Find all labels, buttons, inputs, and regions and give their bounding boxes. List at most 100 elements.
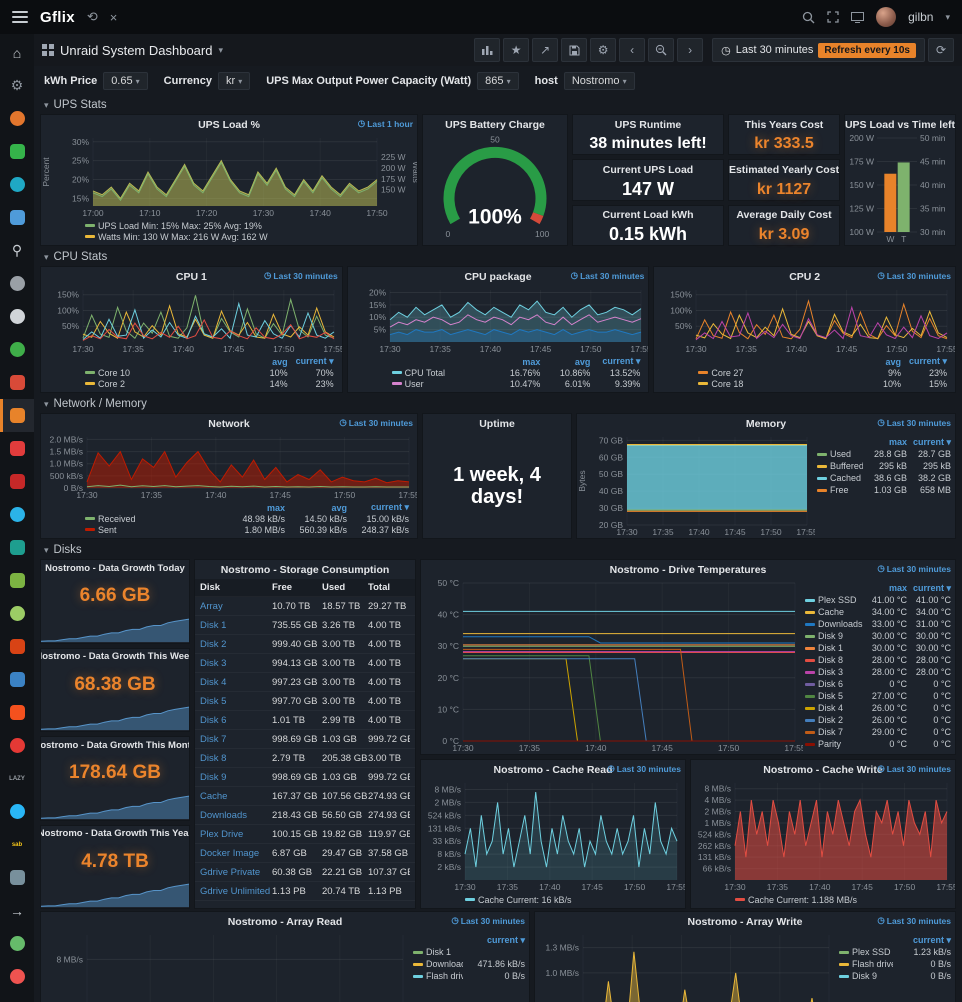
cpu1-legend[interactable]: avg current ▾ Core 10 10% 70% Core 2 14% 23% xyxy=(41,355,342,392)
sidebar-app-04-icon[interactable] xyxy=(0,201,34,234)
time-tag[interactable]: ◷ Last 30 minutes xyxy=(877,915,951,926)
add-panel-button[interactable] xyxy=(474,38,501,62)
fullscreen-icon[interactable] xyxy=(827,11,839,23)
memory-legend[interactable]: max current ▾ Used 28.8 GB 28.7 GB Buffered 29… xyxy=(815,433,955,538)
array-write-legend[interactable]: current ▾ Plex SSD 1.23 kB/s Flash drive 0 B… xyxy=(837,931,955,1002)
variable-value-dropdown[interactable]: 865 ▾ xyxy=(477,72,519,90)
network-chart[interactable]: 0 B/s 500 kB/s 1.0 MB/s 1.5 MB/s 2.0 MB/s 17:… xyxy=(41,433,417,501)
storage-row[interactable]: Disk 8 2.79 TB 205.38 GB 3.00 TB xyxy=(195,749,415,768)
variable-value-dropdown[interactable]: kr ▾ xyxy=(217,72,251,90)
sidebar-app-01-icon[interactable] xyxy=(0,102,34,135)
drive-temps-chart[interactable]: 0 °C 10 °C 20 °C 30 °C 40 °C 50 °C 17:30 17:35 1… xyxy=(421,579,803,754)
panel-title[interactable]: UPS Load % ◷ Last 1 hour xyxy=(198,118,413,131)
storage-row[interactable]: Docker Image 6.87 GB 29.47 GB 37.58 GB xyxy=(195,844,415,863)
history-icon[interactable]: ⟲ xyxy=(86,9,98,24)
app-logo[interactable]: Gflix xyxy=(40,8,75,26)
refresh-button[interactable]: ⟳ xyxy=(928,38,954,62)
menu-icon[interactable] xyxy=(12,11,28,23)
storage-row[interactable]: Plex Drive 100.15 GB 19.82 GB 119.97 GB xyxy=(195,825,415,844)
variable-value-dropdown[interactable]: 0.65 ▾ xyxy=(103,72,148,90)
storage-row[interactable]: Disk 9 998.69 GB 1.03 GB 999.72 GB xyxy=(195,768,415,787)
cache-write-chart[interactable]: 66 kB/s 131 kB/s 262 kB/s 524 kB/s 1 MB/s 2 M… xyxy=(691,779,955,893)
sidebar-app-15-icon[interactable] xyxy=(0,597,34,630)
sidebar-search-icon[interactable]: ⚲ xyxy=(11,242,23,258)
time-tag[interactable]: ◷ Last 30 minutes xyxy=(877,763,951,774)
sidebar-app-22-icon[interactable] xyxy=(0,927,34,960)
storage-row[interactable]: Downloads 218.43 GB 56.50 GB 274.93 GB xyxy=(195,806,415,825)
sidebar-app-12-icon[interactable] xyxy=(0,498,34,531)
cache-read-chart[interactable]: 2 kB/s 8 kB/s 33 kB/s 131 kB/s 524 kB/s 2 MB/… xyxy=(421,779,685,893)
row-disks[interactable]: ▾ Disks xyxy=(34,541,962,559)
sidebar-app-20-icon[interactable] xyxy=(0,795,34,828)
storage-row[interactable]: Array 10.70 TB 18.57 TB 29.27 TB xyxy=(195,597,415,616)
sidebar-app-10-icon[interactable] xyxy=(0,432,34,465)
time-tag[interactable]: ◷ Last 30 minutes xyxy=(339,417,413,428)
sidebar-app-sab-icon[interactable]: sab xyxy=(11,841,23,848)
array-write-chart[interactable]: 1.0 MB/s1.3 MB/s17:3017:3517:4017:4517:5… xyxy=(535,931,837,1002)
storage-row[interactable]: Disk 6 1.01 TB 2.99 TB 4.00 TB xyxy=(195,711,415,730)
memory-chart[interactable]: 20 GB 30 GB 40 GB 50 GB 60 GB 70 GB 17:30 17:35… xyxy=(577,433,815,538)
variable-value-dropdown[interactable]: Nostromo ▾ xyxy=(563,72,635,90)
ups-load-chart[interactable]: 15% 20% 25% 30% 150 W 175 W 200 W 225 W 17:00 17:… xyxy=(41,134,417,219)
time-tag[interactable]: ◷ Last 30 minutes xyxy=(877,270,952,281)
time-tag[interactable]: ◷ Last 30 minutes xyxy=(451,915,525,926)
avatar[interactable] xyxy=(876,7,897,27)
settings-button[interactable]: ⚙ xyxy=(590,38,617,62)
sidebar-app-05-icon[interactable] xyxy=(0,267,34,300)
time-tag[interactable]: ◷ Last 30 minutes xyxy=(877,563,951,574)
sidebar-app-23-icon[interactable] xyxy=(0,960,34,993)
storage-row[interactable]: Disk 2 999.40 GB 3.00 TB 4.00 TB xyxy=(195,635,415,654)
dashboard-picker-icon[interactable] xyxy=(42,44,54,56)
dashboard-title[interactable]: Unraid System Dashboard xyxy=(60,42,213,58)
sidebar-app-09-icon[interactable] xyxy=(0,399,34,432)
username[interactable]: gilbn xyxy=(908,10,934,24)
sidebar-app-02-icon[interactable] xyxy=(0,135,34,168)
sidebar-app-14-icon[interactable] xyxy=(0,564,34,597)
storage-row[interactable]: Disk 4 997.23 GB 3.00 TB 4.00 TB xyxy=(195,673,415,692)
sidebar-app-13-icon[interactable] xyxy=(0,531,34,564)
sidebar-app-06-icon[interactable] xyxy=(0,300,34,333)
row-cpu-stats[interactable]: ▾ CPU Stats xyxy=(34,248,962,266)
storage-row[interactable]: Disk 7 998.69 GB 1.03 GB 999.72 GB xyxy=(195,730,415,749)
zoom-out-button[interactable] xyxy=(648,38,675,62)
storage-row[interactable]: Gdrive Private 60.38 GB 22.21 GB 107.37 GB xyxy=(195,863,415,882)
sidebar-app-07-icon[interactable] xyxy=(0,333,34,366)
array-read-legend[interactable]: current ▾Disk 1Downloads471.86 kB/sFlash… xyxy=(411,931,529,1002)
cpu1-chart[interactable]: 50% 100% 150% 17:30 17:35 17:40 17:45 17:50 17:5… xyxy=(41,286,341,355)
tv-mode-icon[interactable] xyxy=(851,11,865,23)
sidebar-app-16-icon[interactable] xyxy=(0,630,34,663)
share-button[interactable]: ↗ xyxy=(532,38,559,62)
cpu-package-chart[interactable]: 5% 10% 15% 20% 17:30 17:35 17:40 17:45 17:50 17:5… xyxy=(348,286,649,355)
storage-row[interactable]: Disk 5 997.70 GB 3.00 TB 4.00 TB xyxy=(195,692,415,711)
sidebar-app-18-icon[interactable] xyxy=(0,696,34,729)
sidebar-app-19-icon[interactable] xyxy=(0,729,34,762)
time-tag[interactable]: ◷ Last 30 minutes xyxy=(877,417,951,428)
star-button[interactable]: ★ xyxy=(503,38,530,62)
time-tag[interactable]: ◷ Last 30 minutes xyxy=(264,270,338,281)
time-forward-button[interactable]: › xyxy=(677,38,704,62)
storage-row[interactable]: Disk 3 994.13 GB 3.00 TB 4.00 TB xyxy=(195,654,415,673)
cache-read-legend[interactable]: Cache Current: 16 kB/s xyxy=(421,893,685,908)
sidebar-settings-icon[interactable]: ⚙ xyxy=(10,77,24,93)
battery-gauge[interactable]: 0 50 100 100% xyxy=(423,134,567,245)
panel-title[interactable]: UPS Battery Charge xyxy=(445,118,545,131)
sidebar-app-11-icon[interactable] xyxy=(0,465,34,498)
row-network-memory[interactable]: ▾ Network / Memory xyxy=(34,395,962,413)
time-range-picker[interactable]: ◷ Last 30 minutes Refresh every 10s xyxy=(712,38,925,62)
storage-row[interactable]: Disk 1 735.55 GB 3.26 TB 4.00 TB xyxy=(195,616,415,635)
save-button[interactable] xyxy=(561,38,588,62)
cpu-package-legend[interactable]: max avg current ▾ CPU Total 16.76% 10.86% 13.5… xyxy=(348,355,649,392)
row-ups-stats[interactable]: ▾ UPS Stats xyxy=(34,96,962,114)
search-icon[interactable] xyxy=(802,11,815,24)
sidebar-logout-icon[interactable]: → xyxy=(10,902,24,919)
refresh-interval-chip[interactable]: Refresh every 10s xyxy=(818,42,916,58)
sidebar-app-03-icon[interactable] xyxy=(0,168,34,201)
ups-load-legend[interactable]: UPS Load Min: 15% Max: 25% Avg: 19% Watts… xyxy=(41,219,417,245)
sidebar-app-lazy-icon[interactable]: LAZY xyxy=(9,775,25,782)
close-icon[interactable]: × xyxy=(109,9,118,25)
sidebar-app-08-icon[interactable] xyxy=(0,366,34,399)
time-tag[interactable]: ◷ Last 30 minutes xyxy=(570,270,645,281)
sidebar-home-icon[interactable]: ⌂ xyxy=(12,44,22,61)
ups-bars-chart[interactable]: 100 W 125 W 150 W 175 W 200 W 30 min 35 min 40 … xyxy=(845,134,955,245)
network-legend[interactable]: max avg current ▾ Received 48.98 kB/s 14.50 k… xyxy=(41,501,417,538)
